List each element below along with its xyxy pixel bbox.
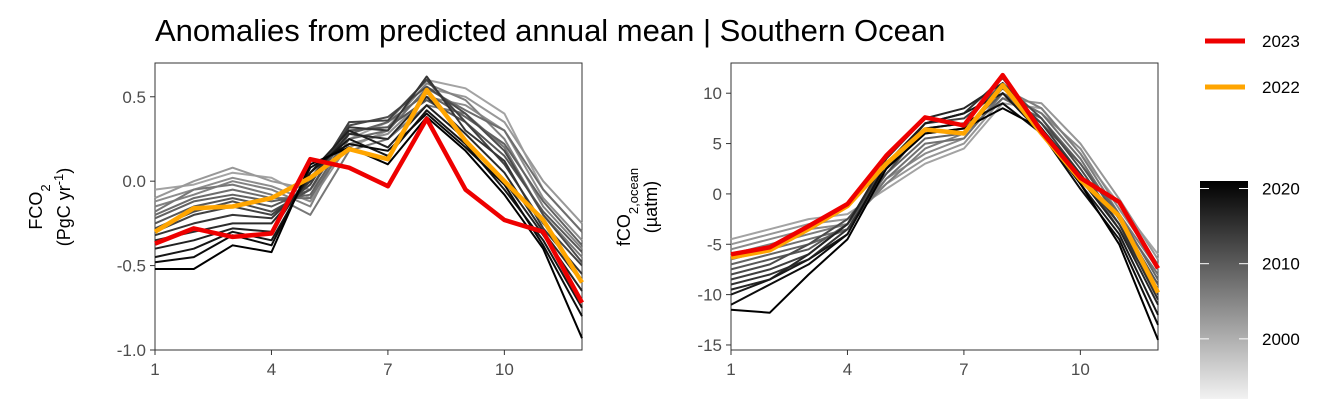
- highlight-lines: [730, 72, 1161, 294]
- colorbar-tick-label: 2020: [1262, 180, 1300, 199]
- series-line-2023: [730, 72, 1160, 270]
- colorbar-gradient: [1200, 181, 1248, 399]
- x-tick-label: 10: [1071, 360, 1090, 379]
- y-tick-label: 0.5: [122, 88, 146, 107]
- x-tick-label: 7: [383, 360, 392, 379]
- y-tick-label: 0.0: [122, 172, 146, 191]
- x-tick-label: 10: [495, 360, 514, 379]
- y-axis-unit: (µatm): [641, 181, 661, 233]
- background-line: [154, 87, 583, 233]
- y-tick-label: -5: [707, 235, 722, 254]
- background-line: [154, 104, 583, 258]
- background-line: [730, 92, 1159, 276]
- x-tick-label: 1: [150, 360, 159, 379]
- background-line: [730, 102, 1159, 326]
- colorbar-ticks: 2000 2010 2020: [1200, 180, 1300, 349]
- y-tick-label: 0: [713, 185, 722, 204]
- legend: 2023 2022: [1205, 32, 1300, 97]
- x-tick-label: 4: [267, 360, 276, 379]
- background-line: [154, 75, 583, 275]
- colorbar-tick-label: 2000: [1262, 330, 1300, 349]
- x-tick-label: 4: [843, 360, 852, 379]
- y-tick-label: -15: [697, 336, 722, 355]
- background-line: [730, 97, 1159, 260]
- colorbar: 2000 2010 2020: [1200, 180, 1300, 399]
- panel-fco2: -1.0 -0.5 0.0 0.5 1 4 7 10 FCO2 (PgC yr-1): [26, 62, 584, 379]
- series-line-2023: [154, 116, 584, 304]
- axis-ticks: -1.0 -0.5 0.0 0.5 1 4 7 10: [117, 88, 514, 379]
- y-axis-label: FCO2: [26, 184, 53, 229]
- legend-label-2022: 2022: [1262, 78, 1300, 97]
- y-tick-label: -1.0: [117, 341, 146, 360]
- series-line-2022: [153, 87, 584, 284]
- axis-ticks: -15 -10 -5 0 5 10 1 4 7 10: [697, 84, 1089, 379]
- y-tick-label: -10: [697, 286, 722, 305]
- colorbar-tick-label: 2010: [1262, 255, 1300, 274]
- y-tick-label: -0.5: [117, 257, 146, 276]
- chart-title: Anomalies from predicted annual mean | S…: [155, 13, 945, 48]
- highlight-lines: [153, 87, 584, 304]
- y-axis-label: fCO2,ocean: [614, 168, 641, 246]
- background-line: [154, 112, 583, 317]
- background-lines: [154, 75, 583, 339]
- panel-fco2-ocean: -15 -10 -5 0 5 10 1 4 7 10 fCO2,ocean (µatm): [614, 62, 1161, 379]
- y-tick-label: 10: [703, 84, 722, 103]
- plot-frame: [730, 62, 1159, 351]
- y-tick-label: 5: [713, 135, 722, 154]
- background-line: [154, 78, 583, 233]
- background-lines: [730, 77, 1159, 341]
- series-line-2022: [730, 82, 1161, 294]
- y-axis-unit: (PgC yr-1): [51, 168, 75, 247]
- background-line: [154, 95, 583, 284]
- x-tick-label: 7: [959, 360, 968, 379]
- background-line: [730, 107, 1159, 341]
- x-tick-label: 1: [726, 360, 735, 379]
- legend-label-2023: 2023: [1262, 32, 1300, 51]
